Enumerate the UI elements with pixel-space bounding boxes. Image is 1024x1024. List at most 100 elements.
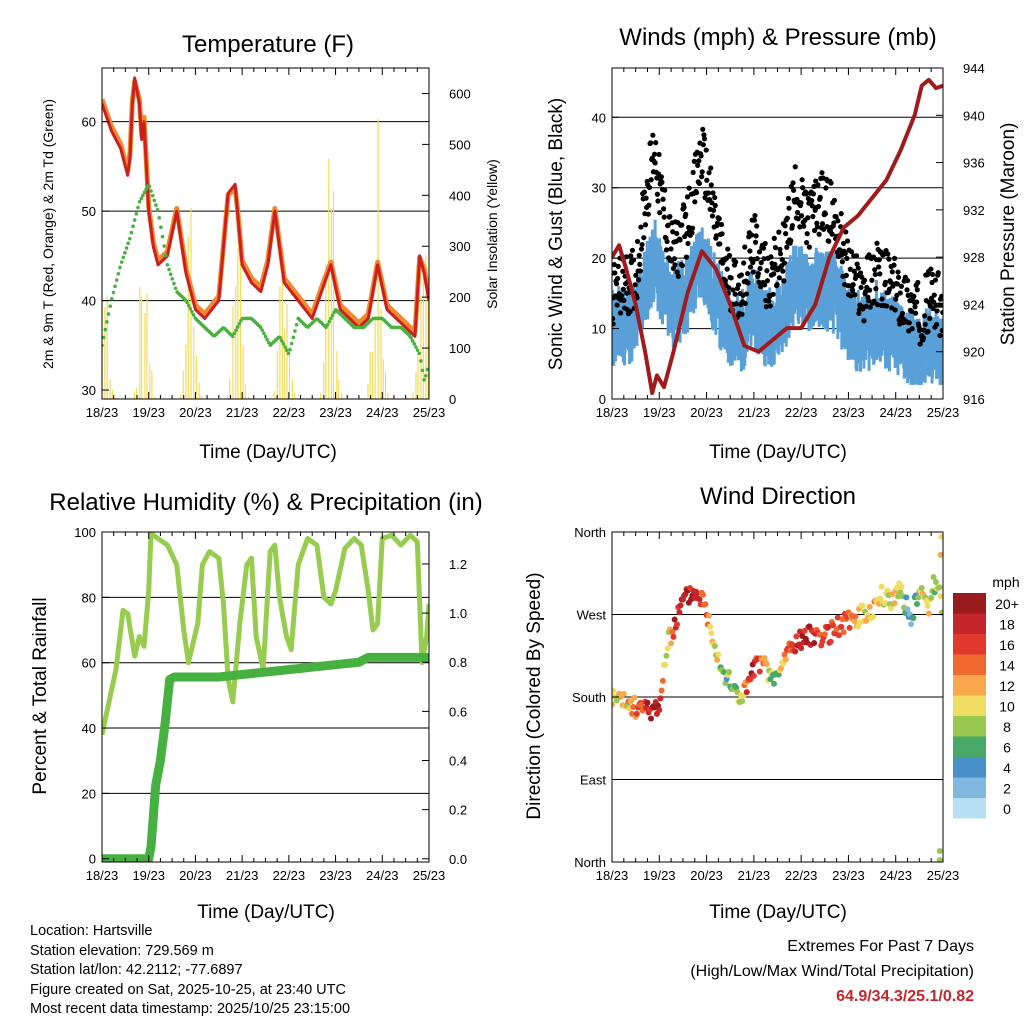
gust-point bbox=[882, 279, 889, 285]
dewpoint-point bbox=[419, 359, 423, 363]
gust-point bbox=[620, 286, 626, 292]
gust-point bbox=[798, 200, 804, 206]
legend-swatch bbox=[953, 613, 986, 634]
gust-point bbox=[781, 278, 787, 284]
gust-point bbox=[703, 147, 709, 153]
gust-point bbox=[719, 231, 725, 237]
x-tick-label: 25/23 bbox=[927, 405, 960, 420]
x-tick-label: 18/23 bbox=[596, 405, 629, 420]
dewpoint-point bbox=[150, 193, 155, 198]
gust-point bbox=[874, 302, 881, 308]
gust-point bbox=[837, 247, 843, 253]
direction-point bbox=[903, 594, 910, 601]
gust-point bbox=[733, 259, 739, 265]
gust-point bbox=[823, 185, 829, 191]
y-right-tick-label: 0.6 bbox=[449, 704, 467, 719]
chart-title: Winds (mph) & Pressure (mb) bbox=[619, 24, 936, 51]
gust-point bbox=[757, 265, 763, 272]
x-tick-label: 25/23 bbox=[413, 868, 446, 883]
direction-point bbox=[936, 857, 943, 862]
gust-point bbox=[667, 214, 673, 220]
direction-point bbox=[726, 668, 733, 675]
direction-point bbox=[702, 601, 709, 608]
gust-point bbox=[853, 253, 860, 259]
gust-point bbox=[771, 271, 777, 277]
gust-point bbox=[615, 263, 621, 270]
dewpoint-point bbox=[329, 316, 333, 321]
y-tick-label: South bbox=[572, 690, 606, 705]
plot-area bbox=[612, 533, 943, 862]
gust-point bbox=[897, 290, 903, 296]
gust-point bbox=[722, 277, 729, 284]
x-tick-label: 21/23 bbox=[738, 405, 771, 420]
y-tick-label: 80 bbox=[82, 590, 96, 605]
gust-point bbox=[810, 191, 817, 197]
legend-swatch bbox=[953, 675, 986, 696]
gust-point bbox=[684, 194, 691, 200]
gust-point bbox=[634, 238, 641, 245]
dewpoint-point bbox=[123, 250, 127, 255]
direction-point bbox=[627, 698, 634, 705]
gust-point bbox=[663, 247, 670, 253]
x-tick-label: 18/23 bbox=[86, 868, 119, 883]
gust-point bbox=[686, 185, 692, 191]
gust-point bbox=[865, 298, 872, 304]
gust-point bbox=[612, 270, 618, 276]
gust-point bbox=[664, 238, 670, 245]
direction-point bbox=[830, 622, 837, 629]
series-precip bbox=[102, 652, 429, 862]
dewpoint-point bbox=[139, 196, 144, 201]
dewpoint-point bbox=[157, 216, 162, 220]
x-tick-label: 19/23 bbox=[132, 405, 165, 420]
gust-point bbox=[747, 248, 753, 254]
gust-point bbox=[886, 286, 893, 292]
gust-point bbox=[699, 174, 705, 180]
gust-point bbox=[822, 211, 828, 217]
direction-point bbox=[756, 668, 763, 675]
direction-point bbox=[936, 584, 943, 591]
gust-point bbox=[929, 271, 936, 278]
gust-point bbox=[917, 341, 923, 347]
gust-point bbox=[872, 267, 878, 273]
legend-label: 18 bbox=[999, 617, 1015, 633]
direction-point bbox=[925, 610, 932, 617]
gust-point bbox=[784, 215, 790, 221]
gust-point bbox=[637, 268, 643, 274]
gust-point bbox=[615, 275, 621, 282]
gust-point bbox=[858, 284, 864, 291]
gust-point bbox=[937, 332, 943, 339]
legend-label: 2 bbox=[1003, 781, 1011, 797]
dewpoint-point bbox=[159, 225, 163, 230]
direction-point bbox=[835, 632, 842, 639]
direction-point bbox=[674, 621, 681, 628]
plot-area bbox=[102, 76, 429, 399]
direction-point bbox=[657, 695, 664, 702]
gust-point bbox=[898, 283, 904, 289]
direction-point bbox=[932, 579, 939, 586]
dewpoint-point bbox=[237, 322, 242, 326]
direction-point bbox=[936, 848, 943, 854]
y-right-tick-label: 0 bbox=[449, 392, 456, 407]
dewpoint-point bbox=[170, 277, 175, 281]
gust-point bbox=[732, 291, 738, 297]
y-tick-label: 0 bbox=[89, 852, 96, 867]
direction-point bbox=[740, 692, 747, 699]
gust-point bbox=[843, 272, 849, 278]
gust-point bbox=[612, 261, 617, 268]
gust-point bbox=[873, 286, 879, 292]
direction-point bbox=[664, 645, 671, 652]
gust-point bbox=[925, 328, 931, 335]
y-tick-label: 0 bbox=[599, 392, 606, 407]
x-axis-label: Time (Day/UTC) bbox=[197, 902, 335, 923]
direction-point bbox=[659, 677, 666, 684]
x-tick-label: 21/23 bbox=[738, 868, 771, 883]
gust-point bbox=[629, 247, 636, 253]
direction-point bbox=[707, 623, 714, 630]
dewpoint-point bbox=[235, 325, 240, 329]
gust-point bbox=[824, 223, 830, 230]
gust-point bbox=[689, 225, 696, 231]
gust-point bbox=[922, 313, 928, 319]
gust-point bbox=[794, 209, 801, 216]
figure-created: Figure created on Sat, 2025-10-25, at 23… bbox=[30, 981, 346, 998]
y-right-tick-label: 200 bbox=[449, 290, 471, 305]
